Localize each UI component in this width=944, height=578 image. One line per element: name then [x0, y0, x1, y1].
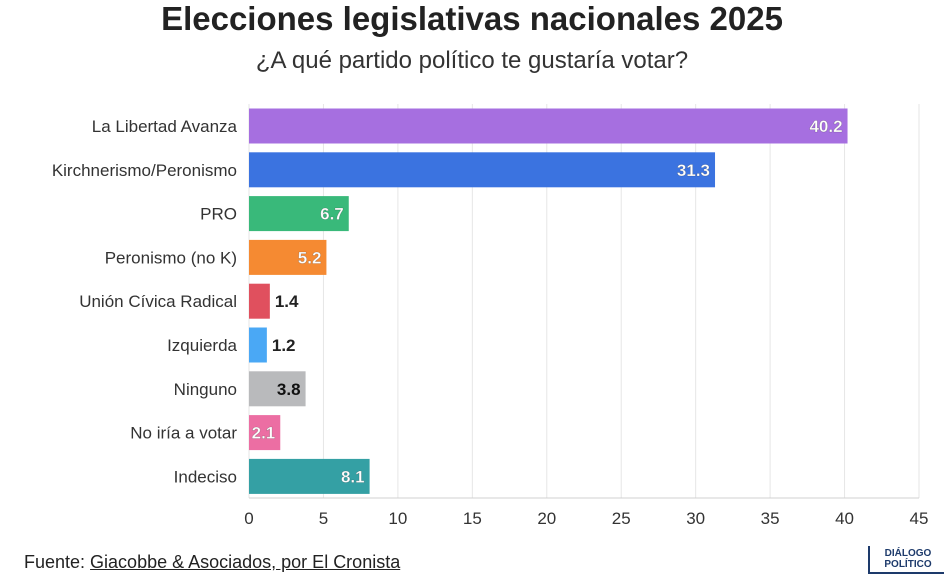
category-label: PRO [200, 205, 237, 224]
x-tick-label: 25 [612, 509, 631, 528]
chart-subtitle: ¿A qué partido político te gustaría vota… [255, 47, 689, 74]
bar [249, 152, 716, 188]
x-tick-label: 40 [835, 509, 854, 528]
bar [249, 239, 327, 275]
chart-title: Elecciones legislativas nacionales 2025 [161, 0, 783, 37]
x-tick-label: 20 [537, 509, 556, 528]
source-note: Fuente: Giacobbe & Asociados, por El Cro… [24, 552, 400, 573]
dialogo-politico-logo: DIÁLOGO POLÍTICO [868, 546, 944, 574]
x-tick-label: 30 [686, 509, 705, 528]
category-label: Peronismo (no K) [105, 248, 237, 267]
x-tick-label: 10 [388, 509, 407, 528]
category-label: Ninguno [174, 380, 237, 399]
bar [249, 327, 267, 363]
value-label: 6.7 [320, 205, 344, 224]
value-label: 2.1 [252, 424, 276, 443]
bar [249, 458, 370, 494]
category-label: No iría a votar [130, 424, 237, 443]
bar [249, 283, 270, 319]
bar [249, 371, 306, 407]
bar [249, 108, 848, 144]
logo-line-1: DIÁLOGO [884, 548, 932, 559]
value-label: 5.2 [298, 248, 322, 267]
category-label: Izquierda [167, 336, 237, 355]
category-label: Kirchnerismo/Peronismo [52, 161, 237, 180]
logo-line-2: POLÍTICO [884, 559, 932, 570]
value-label: 8.1 [341, 467, 365, 486]
x-tick-label: 35 [761, 509, 780, 528]
bar [249, 196, 349, 232]
category-label: La Libertad Avanza [92, 117, 238, 136]
x-tick-label: 0 [244, 509, 253, 528]
source-prefix: Fuente: [24, 552, 91, 572]
x-tick-label: 5 [319, 509, 328, 528]
category-label: Indeciso [174, 467, 237, 486]
x-tick-label: 45 [910, 509, 929, 528]
category-label: Unión Cívica Radical [79, 292, 237, 311]
value-label: 1.4 [275, 292, 299, 311]
source-link[interactable]: Giacobbe & Asociados, por El Cronista [90, 552, 401, 572]
value-label: 3.8 [277, 380, 301, 399]
value-label: 1.2 [272, 336, 296, 355]
value-label: 40.2 [809, 117, 842, 136]
x-tick-label: 15 [463, 509, 482, 528]
value-label: 31.3 [677, 161, 710, 180]
bar [249, 415, 281, 451]
